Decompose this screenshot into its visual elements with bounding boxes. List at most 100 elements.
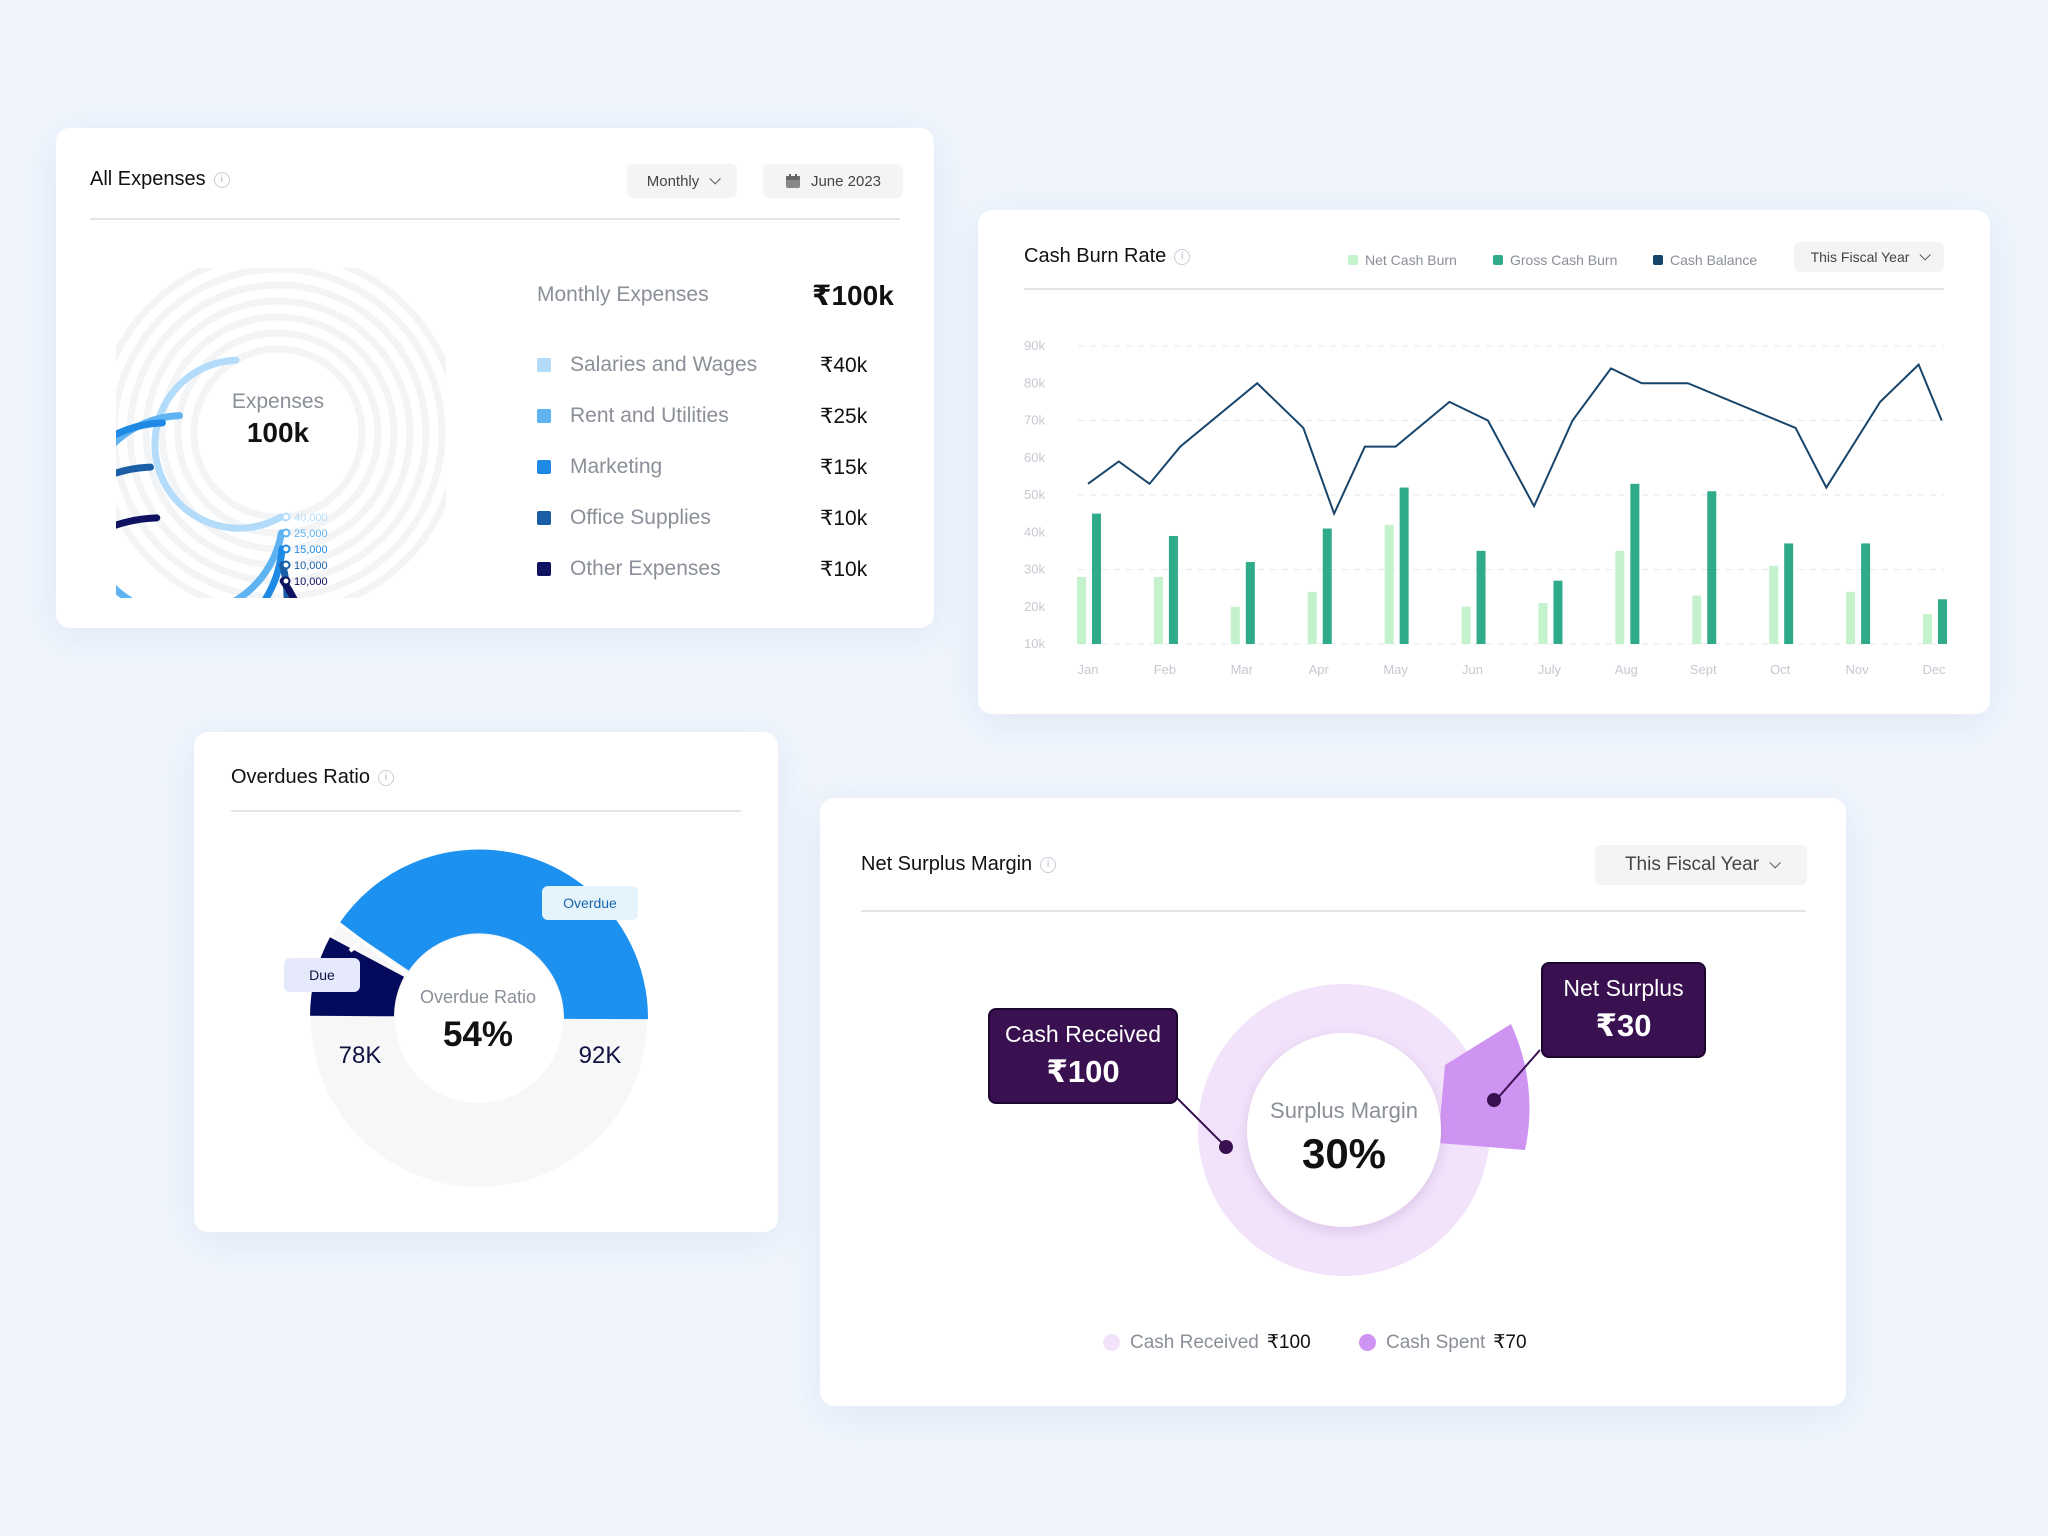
cash-burn-chart: 90k 80k 70k 60k 50k 40k 30k 20k 10k Jan Feb Mar Apr M… bbox=[1024, 338, 1947, 677]
gross-cash-burn-bar[interactable] bbox=[1245, 562, 1255, 644]
gross-cash-burn-bar[interactable] bbox=[1322, 528, 1332, 644]
monthly-expenses-total: ₹100k bbox=[812, 280, 894, 311]
net-surplus-title: Net Surplus Margin i bbox=[861, 853, 1057, 876]
segment-gap bbox=[323, 910, 415, 982]
ring-value-label: 10,000 bbox=[294, 560, 328, 572]
overdue-right-value: 92K bbox=[579, 1042, 622, 1069]
connector-dot bbox=[1219, 1140, 1233, 1154]
legend-dot bbox=[1359, 1334, 1376, 1351]
expenses-center-label: Expenses bbox=[232, 390, 324, 413]
expense-item: Salaries and Wages ₹40k bbox=[537, 353, 937, 377]
net-cash-burn-bar[interactable] bbox=[1769, 565, 1779, 644]
ring-value-label: 25,000 bbox=[294, 528, 328, 540]
fiscal-year-select[interactable]: This Fiscal Year bbox=[1595, 845, 1807, 885]
expense-item-value: ₹40k bbox=[820, 353, 868, 377]
gross-cash-burn-bar[interactable] bbox=[1476, 550, 1486, 644]
net-cash-burn-bar[interactable] bbox=[1846, 591, 1856, 644]
x-tick-label: Aug bbox=[1615, 662, 1638, 677]
info-icon[interactable]: i bbox=[1040, 856, 1057, 873]
overdues-card: Overdues Ratio i Overdue Ratio 54% 78K 9… bbox=[194, 732, 778, 1232]
expense-item-label: Marketing bbox=[570, 455, 663, 478]
overdue-center-value: 54% bbox=[443, 1015, 513, 1054]
gross-cash-burn-bar[interactable] bbox=[1938, 599, 1947, 644]
overdues-donut-chart: Overdue Ratio 54% 78K 92K bbox=[310, 849, 649, 1187]
legend-swatch bbox=[1348, 255, 1358, 265]
chevron-down-icon bbox=[709, 173, 722, 185]
divider bbox=[1024, 288, 1944, 290]
expense-item-value: ₹15k bbox=[820, 455, 868, 479]
net-cash-burn-bar[interactable] bbox=[1077, 576, 1086, 644]
ring-value-label: 10,000 bbox=[294, 576, 328, 588]
gross-cash-burn-bar[interactable] bbox=[1553, 580, 1563, 644]
fiscal-year-select[interactable]: This Fiscal Year bbox=[1794, 242, 1944, 272]
x-tick-label: Nov bbox=[1846, 662, 1870, 677]
gross-cash-burn-bar[interactable] bbox=[1784, 543, 1794, 644]
x-tick-label: July bbox=[1538, 662, 1562, 677]
ring-end-marker bbox=[281, 544, 291, 554]
info-icon[interactable]: i bbox=[213, 171, 230, 188]
gross-cash-burn-bar[interactable] bbox=[1707, 491, 1717, 644]
expense-item-label: Rent and Utilities bbox=[570, 404, 729, 427]
legend-swatch bbox=[1653, 255, 1663, 265]
net-surplus-box: Net Surplus ₹30 bbox=[1541, 962, 1706, 1058]
expense-item: Office Supplies ₹10k bbox=[537, 506, 937, 530]
y-tick-label: 80k bbox=[1024, 375, 1045, 390]
y-tick-label: 60k bbox=[1024, 450, 1045, 465]
gross-cash-burn-bar[interactable] bbox=[1861, 543, 1871, 644]
surplus-center-label: Surplus Margin bbox=[1270, 1098, 1418, 1123]
cash-balance-line bbox=[1087, 362, 1943, 517]
legend-swatch bbox=[537, 511, 551, 525]
net-cash-burn-bar[interactable] bbox=[1461, 606, 1471, 644]
net-cash-burn-bar[interactable] bbox=[1538, 603, 1548, 644]
expense-item-value: ₹10k bbox=[820, 557, 868, 581]
net-cash-burn-bar[interactable] bbox=[1923, 614, 1932, 644]
y-tick-label: 20k bbox=[1024, 599, 1045, 614]
connector-line bbox=[1495, 1049, 1541, 1101]
x-tick-label: Mar bbox=[1231, 662, 1254, 677]
ring-end-marker bbox=[281, 576, 291, 586]
net-cash-burn-bar[interactable] bbox=[1615, 550, 1625, 644]
gross-cash-burn-bar[interactable] bbox=[1630, 483, 1640, 644]
expense-item-value: ₹10k bbox=[820, 506, 868, 530]
date-select[interactable]: June 2023 bbox=[763, 164, 903, 198]
due-segment bbox=[339, 849, 649, 1021]
info-icon[interactable]: i bbox=[1174, 248, 1191, 265]
expense-ring-arc bbox=[116, 412, 285, 598]
cash-received-box: Cash Received ₹100 bbox=[988, 1008, 1178, 1104]
due-tag: Due bbox=[284, 958, 360, 992]
all-expenses-card: All Expenses i Monthly June 2023 40,000 2… bbox=[56, 128, 934, 628]
divider bbox=[231, 810, 741, 812]
overdue-left-value: 78K bbox=[339, 1042, 382, 1069]
net-surplus-card: Net Surplus Margin i This Fiscal Year Su… bbox=[820, 798, 1846, 1406]
period-select[interactable]: Monthly bbox=[627, 164, 737, 198]
expense-item-value: ₹25k bbox=[820, 404, 868, 428]
connector-dot bbox=[1487, 1093, 1501, 1107]
overdues-title: Overdues Ratio i bbox=[231, 766, 394, 789]
legend-gross-cash-burn: Gross Cash Burn bbox=[1493, 252, 1617, 268]
net-cash-burn-bar[interactable] bbox=[1692, 595, 1702, 644]
gross-cash-burn-bar[interactable] bbox=[1168, 535, 1178, 644]
gross-cash-burn-bar[interactable] bbox=[1092, 513, 1101, 644]
expense-item-label: Salaries and Wages bbox=[570, 353, 758, 376]
divider bbox=[861, 910, 1806, 912]
cash-spent-segment bbox=[1438, 1024, 1530, 1150]
net-cash-burn-bar[interactable] bbox=[1384, 524, 1394, 644]
expense-item: Other Expenses ₹10k bbox=[537, 557, 937, 581]
overdue-center-label: Overdue Ratio bbox=[420, 987, 536, 1007]
y-tick-label: 30k bbox=[1024, 562, 1045, 577]
all-expenses-title: All Expenses i bbox=[90, 168, 230, 191]
info-icon[interactable]: i bbox=[377, 769, 394, 786]
cash-burn-card: Cash Burn Rate i Net Cash Burn Gross Cas… bbox=[978, 210, 1990, 714]
legend-cash-received: Cash Received ₹100 bbox=[1103, 1331, 1311, 1354]
y-tick-label: 70k bbox=[1024, 413, 1045, 428]
x-tick-label: Apr bbox=[1309, 662, 1330, 677]
legend-swatch bbox=[1493, 255, 1503, 265]
x-tick-label: Jan bbox=[1078, 662, 1099, 677]
net-cash-burn-bar[interactable] bbox=[1230, 606, 1240, 644]
expenses-center-value: 100k bbox=[247, 417, 310, 448]
net-cash-burn-bar[interactable] bbox=[1153, 576, 1163, 644]
y-tick-label: 10k bbox=[1024, 636, 1045, 651]
net-cash-burn-bar[interactable] bbox=[1307, 591, 1317, 644]
gross-cash-burn-bar[interactable] bbox=[1399, 487, 1409, 644]
